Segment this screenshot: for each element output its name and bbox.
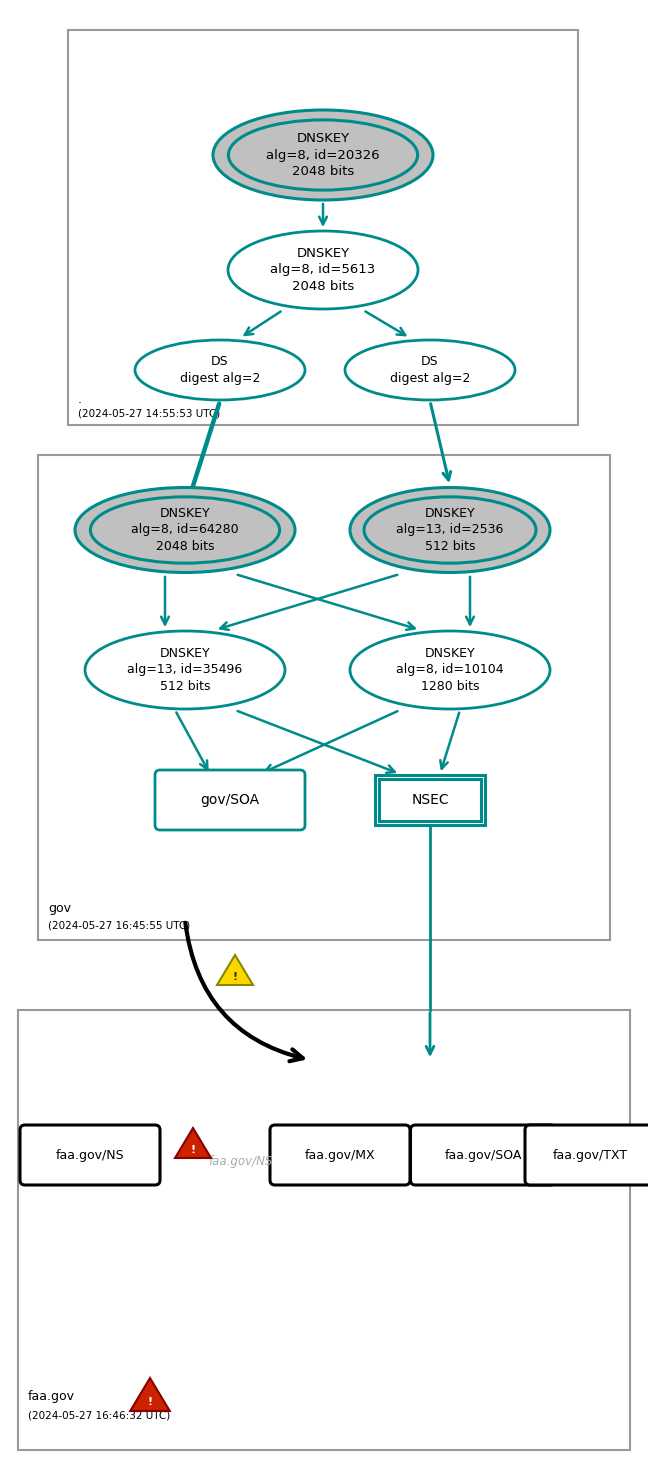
Text: gov/SOA: gov/SOA [200,793,260,806]
Polygon shape [175,1128,211,1158]
Polygon shape [130,1378,170,1411]
Text: faa.gov/TXT: faa.gov/TXT [553,1149,627,1161]
Text: !: ! [191,1145,196,1155]
Text: DNSKEY
alg=8, id=64280
2048 bits: DNSKEY alg=8, id=64280 2048 bits [131,507,239,552]
Ellipse shape [350,631,550,709]
Bar [38,455,610,939]
Text: faa.gov/MX: faa.gov/MX [305,1149,375,1161]
Text: DNSKEY
alg=13, id=2536
512 bits: DNSKEY alg=13, id=2536 512 bits [397,507,503,552]
Text: faa.gov/SOA: faa.gov/SOA [445,1149,522,1161]
Text: faa.gov/NS: faa.gov/NS [208,1155,272,1168]
Text: (2024-05-27 16:46:32 UTC): (2024-05-27 16:46:32 UTC) [28,1411,170,1419]
Bar [18,1010,630,1450]
Text: DS
digest alg=2: DS digest alg=2 [390,356,470,384]
FancyBboxPatch shape [20,1125,160,1185]
Ellipse shape [228,230,418,309]
Ellipse shape [345,340,515,400]
Ellipse shape [135,340,305,400]
FancyBboxPatch shape [410,1125,555,1185]
Text: DNSKEY
alg=8, id=20326
2048 bits: DNSKEY alg=8, id=20326 2048 bits [266,131,380,179]
Text: DNSKEY
alg=13, id=35496
512 bits: DNSKEY alg=13, id=35496 512 bits [128,647,242,693]
Ellipse shape [85,631,285,709]
Text: !: ! [233,972,238,982]
FancyBboxPatch shape [375,775,485,826]
FancyBboxPatch shape [155,770,305,830]
FancyBboxPatch shape [270,1125,410,1185]
Text: DNSKEY
alg=8, id=5613
2048 bits: DNSKEY alg=8, id=5613 2048 bits [270,247,376,292]
Text: faa.gov/NS: faa.gov/NS [56,1149,124,1161]
Text: DS
digest alg=2: DS digest alg=2 [179,356,260,384]
Text: (2024-05-27 14:55:53 UTC): (2024-05-27 14:55:53 UTC) [78,409,220,419]
Text: DNSKEY
alg=8, id=10104
1280 bits: DNSKEY alg=8, id=10104 1280 bits [396,647,503,693]
FancyBboxPatch shape [525,1125,648,1185]
Ellipse shape [350,487,550,573]
Text: (2024-05-27 16:45:55 UTC): (2024-05-27 16:45:55 UTC) [48,920,191,931]
Ellipse shape [213,109,433,199]
Text: NSEC: NSEC [411,793,449,806]
Bar [68,30,578,425]
Text: gov: gov [48,902,71,914]
Text: !: ! [148,1397,152,1408]
Text: .: . [78,393,82,406]
Text: faa.gov: faa.gov [28,1390,75,1403]
Ellipse shape [75,487,295,573]
Polygon shape [217,956,253,985]
